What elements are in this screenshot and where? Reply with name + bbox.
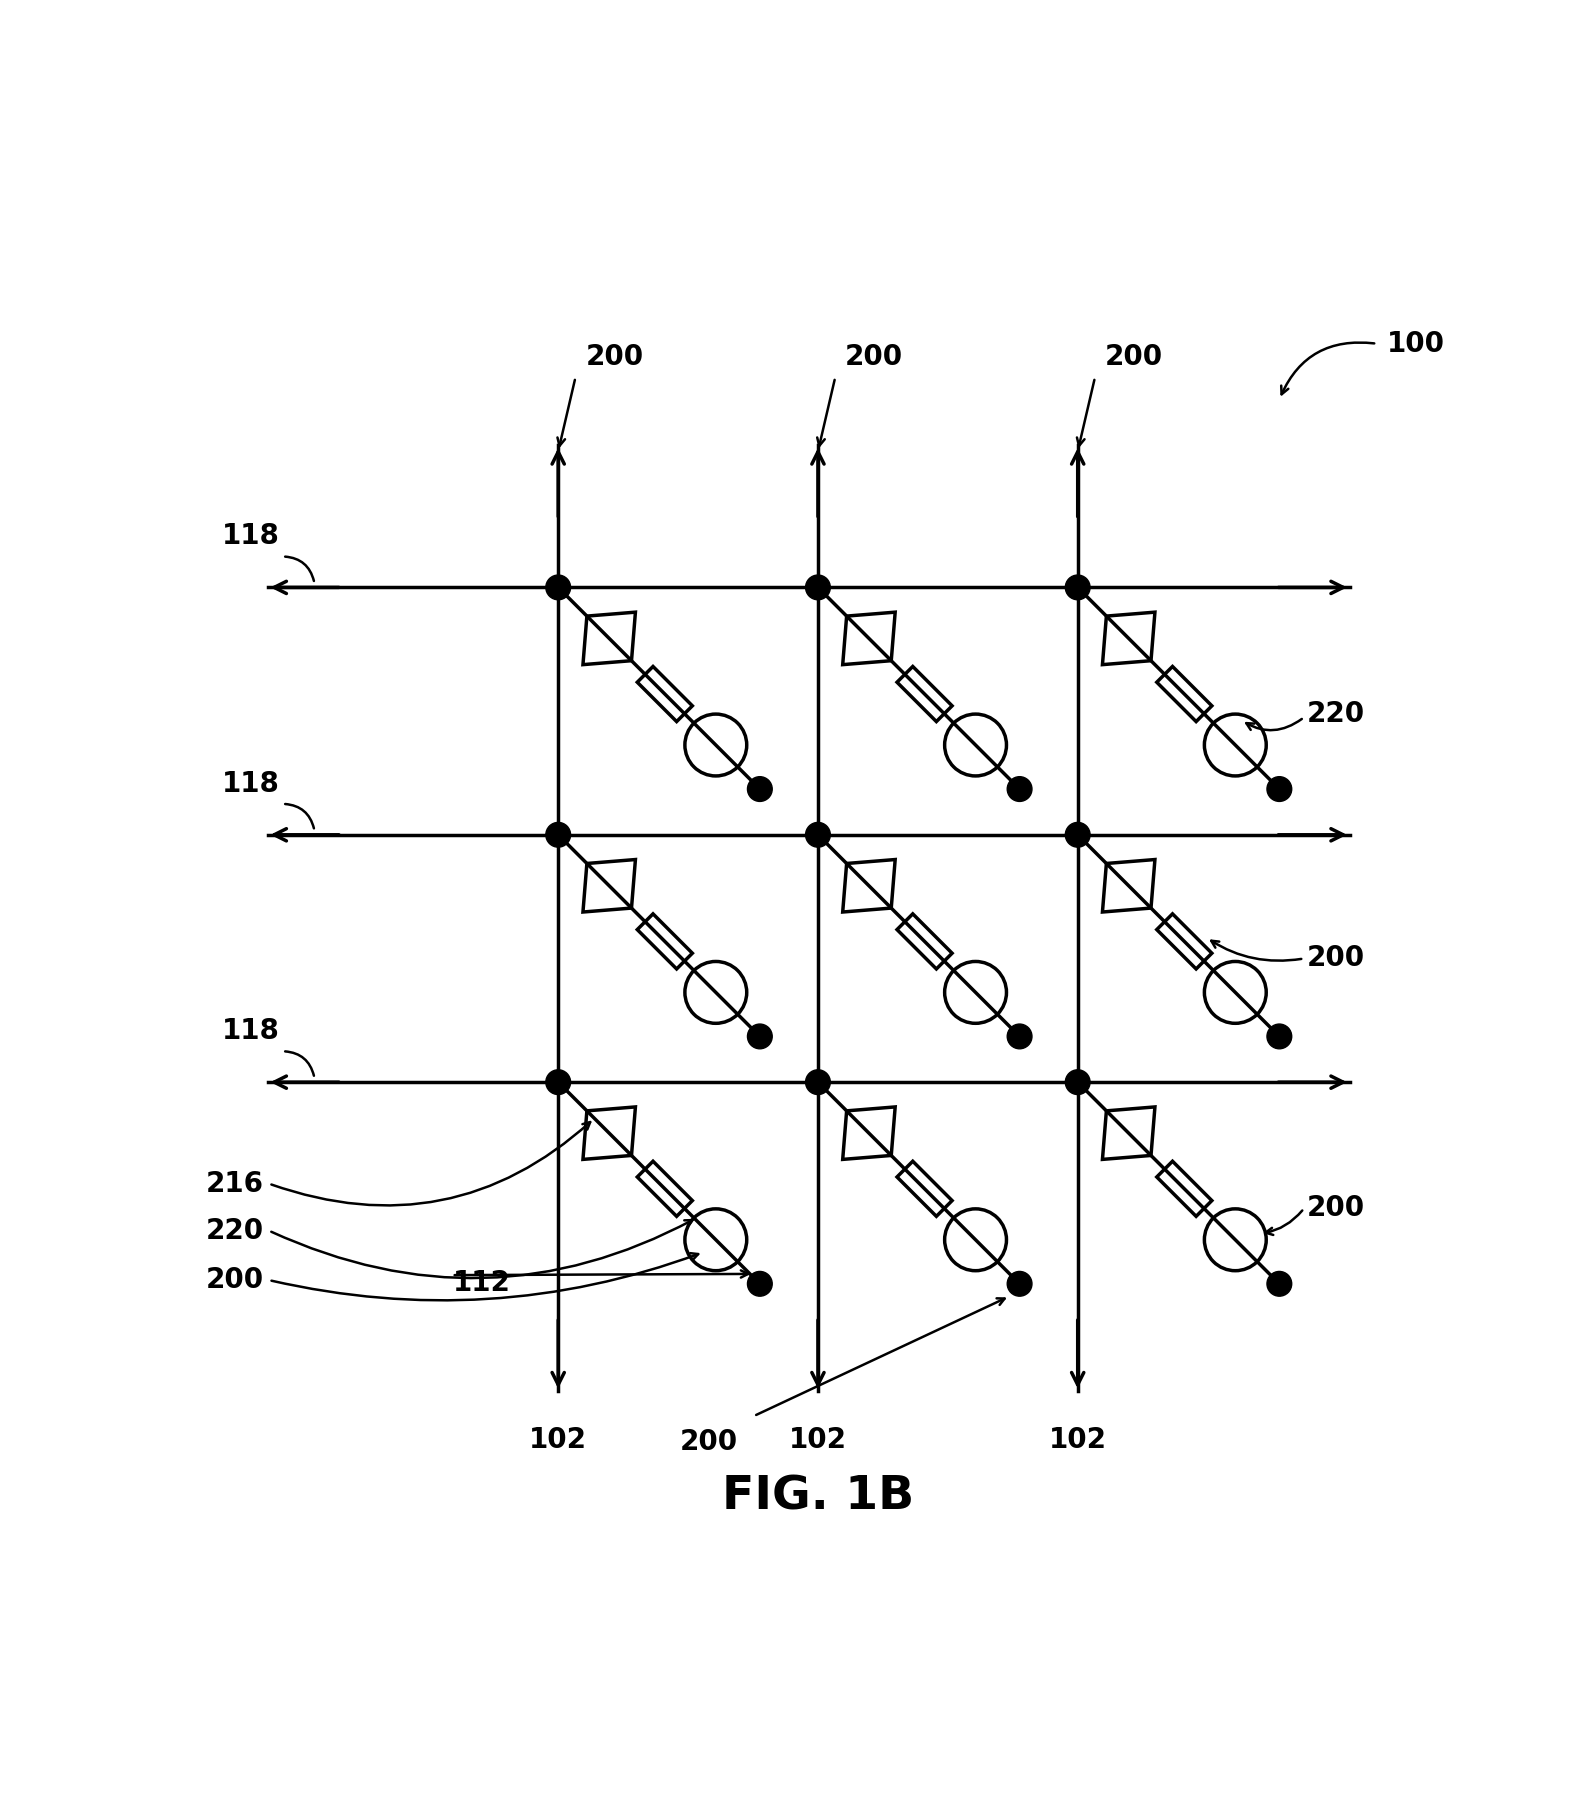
Circle shape (806, 823, 830, 848)
Circle shape (1066, 1069, 1090, 1094)
Text: 200: 200 (1307, 1195, 1365, 1222)
Text: 200: 200 (1307, 945, 1365, 972)
Circle shape (747, 1024, 772, 1049)
Circle shape (747, 1271, 772, 1296)
Text: 220: 220 (206, 1217, 263, 1244)
Text: 112: 112 (453, 1269, 511, 1296)
Text: 102: 102 (530, 1426, 587, 1454)
Circle shape (546, 574, 571, 599)
Text: 220: 220 (1307, 700, 1365, 727)
Circle shape (1267, 776, 1291, 801)
Text: 200: 200 (586, 344, 643, 371)
Text: 102: 102 (1049, 1426, 1106, 1454)
Text: 200: 200 (1104, 344, 1163, 371)
Text: 102: 102 (788, 1426, 847, 1454)
Circle shape (1066, 574, 1090, 599)
Circle shape (747, 776, 772, 801)
Text: 200: 200 (680, 1429, 737, 1456)
Text: 200: 200 (206, 1265, 263, 1294)
Circle shape (546, 1069, 571, 1094)
Circle shape (546, 823, 571, 848)
Text: 100: 100 (1387, 329, 1444, 358)
Circle shape (1007, 776, 1033, 801)
Text: 216: 216 (206, 1170, 263, 1197)
Text: FIG. 1B: FIG. 1B (721, 1474, 915, 1519)
Text: 200: 200 (846, 344, 903, 371)
Text: 118: 118 (222, 522, 279, 551)
Circle shape (1066, 823, 1090, 848)
Text: 118: 118 (222, 770, 279, 797)
Text: 118: 118 (222, 1017, 279, 1046)
Circle shape (1267, 1271, 1291, 1296)
Circle shape (1007, 1271, 1033, 1296)
Circle shape (1007, 1024, 1033, 1049)
Circle shape (806, 574, 830, 599)
Circle shape (806, 1069, 830, 1094)
Circle shape (1267, 1024, 1291, 1049)
